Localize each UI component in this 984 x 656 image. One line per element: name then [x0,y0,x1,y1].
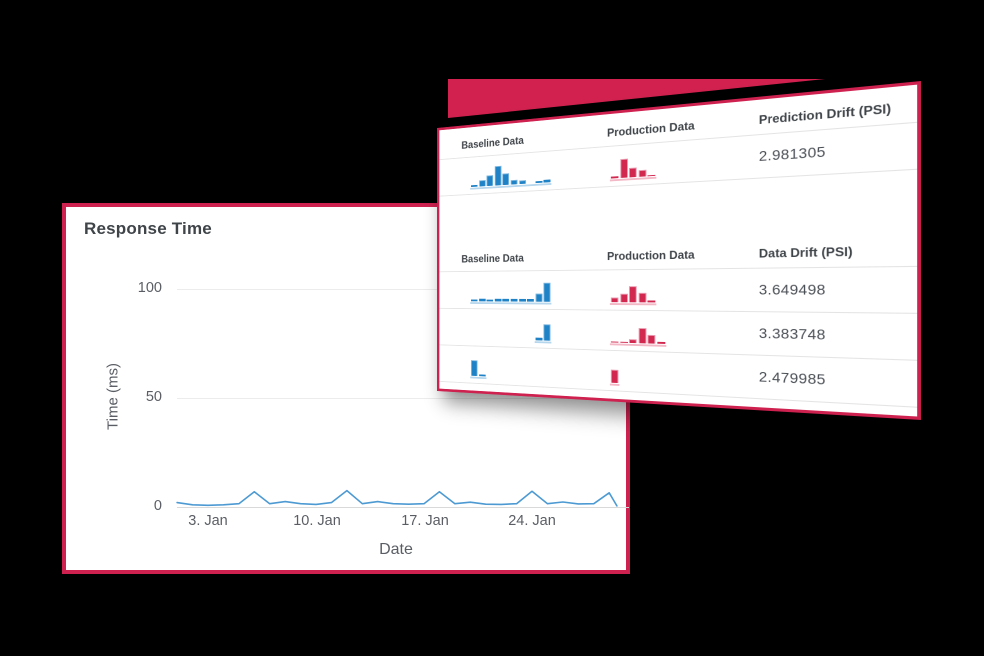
production-histogram [609,147,709,182]
psi-value: 3.383748 [758,325,826,343]
gridline-0 [177,507,629,508]
psi-value: 2.981305 [758,144,826,165]
y-axis-title: Time (ms) [104,363,122,430]
x-axis-title: Date [379,541,413,558]
production-histogram [609,318,709,347]
baseline-histogram [470,278,554,305]
drift-monitor-card: Baseline Data Production Data Prediction… [437,80,922,421]
column-header-baseline: Baseline Data [461,135,524,152]
production-histogram [609,277,709,306]
table-row: 3.649498 [439,266,918,314]
psi-value: 2.479985 [758,369,826,388]
x-tick-3jan: 3. Jan [188,513,228,529]
baseline-histogram [470,353,554,380]
column-header-data-drift: Data Drift (PSI) [758,246,853,261]
column-header-prediction-drift: Prediction Drift (PSI) [758,103,892,128]
y-tick-0: 0 [153,498,162,514]
y-tick-100: 100 [137,280,162,296]
x-tick-10jan: 10. Jan [293,513,341,529]
y-tick-50: 50 [145,389,162,405]
gridline-50 [177,398,629,399]
x-tick-24jan: 24. Jan [508,513,556,529]
column-header-baseline: Baseline Data [461,253,524,266]
baseline-histogram [471,316,554,344]
column-header-production: Production Data [607,120,695,140]
production-histogram [609,358,709,387]
psi-value: 3.649498 [758,282,826,298]
column-header-production: Production Data [607,249,695,263]
gridline-100 [177,289,629,290]
response-line-series [176,489,618,507]
baseline-histogram [470,158,554,190]
card-title: Response Time [84,219,212,238]
x-tick-17jan: 17. Jan [401,513,449,529]
